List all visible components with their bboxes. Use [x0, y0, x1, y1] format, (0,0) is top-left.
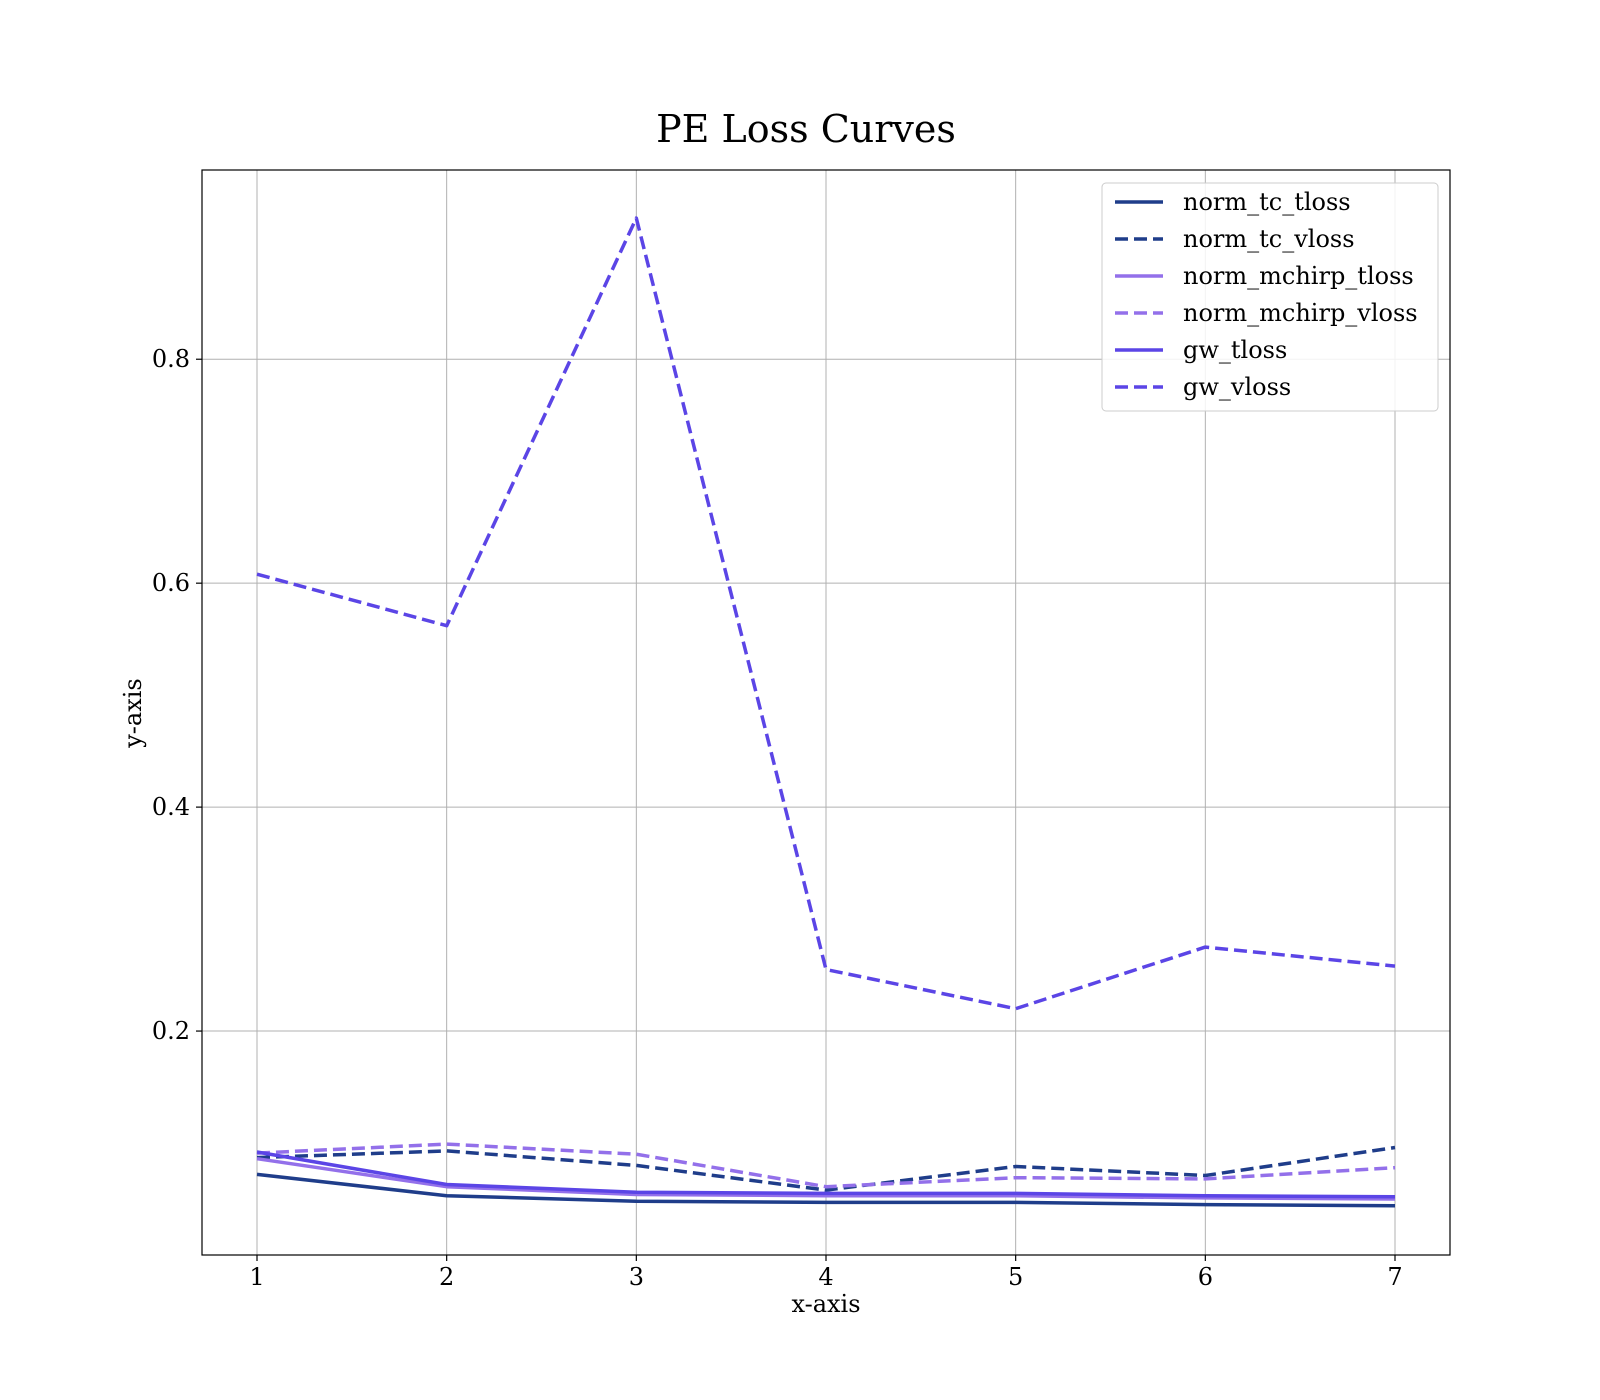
y-tick-label: 0.4	[152, 793, 190, 821]
legend-box	[1101, 182, 1439, 412]
axis-ticks: 1 2 3 4 5 6 7 0.2 0.4 0.6 0.8	[152, 345, 1403, 1291]
legend-label: norm_tc_vloss	[1183, 225, 1355, 253]
series-line-gw-vloss	[256, 216, 1396, 1011]
x-tick-label: 6	[1198, 1263, 1213, 1291]
x-tick-label: 1	[249, 1263, 264, 1291]
legend-label: norm_tc_tloss	[1183, 188, 1351, 216]
x-tick-label: 5	[1008, 1263, 1023, 1291]
legend-label: norm_mchirp_vloss	[1183, 299, 1418, 327]
y-tick-label: 0.2	[152, 1017, 190, 1045]
x-tick-label: 2	[439, 1263, 454, 1291]
series-line-norm-tc-vloss	[256, 1145, 1396, 1192]
x-axis-label: x-axis	[791, 1290, 860, 1318]
series-line-gw-tloss	[256, 1150, 1396, 1199]
legend: norm_tc_tloss norm_tc_vloss norm_mchirp_tl…	[1101, 182, 1439, 412]
x-tick-label: 7	[1387, 1263, 1402, 1291]
x-tick-label: 4	[818, 1263, 833, 1291]
series-line-norm-tc-tloss	[256, 1172, 1396, 1208]
x-tick-label: 3	[629, 1263, 644, 1291]
chart-title: PE Loss Curves	[656, 107, 956, 151]
legend-label: norm_mchirp_tloss	[1183, 262, 1414, 290]
plot-area	[256, 216, 1396, 1208]
series-line-norm-mchirp-tloss	[256, 1156, 1396, 1201]
series-line-norm-mchirp-vloss	[256, 1142, 1396, 1189]
legend-label: gw_vloss	[1183, 373, 1291, 401]
y-tick-label: 0.6	[152, 569, 190, 597]
legend-label: gw_tloss	[1183, 336, 1287, 364]
y-axis-label: y-axis	[119, 678, 147, 749]
y-tick-label: 0.8	[152, 345, 190, 373]
